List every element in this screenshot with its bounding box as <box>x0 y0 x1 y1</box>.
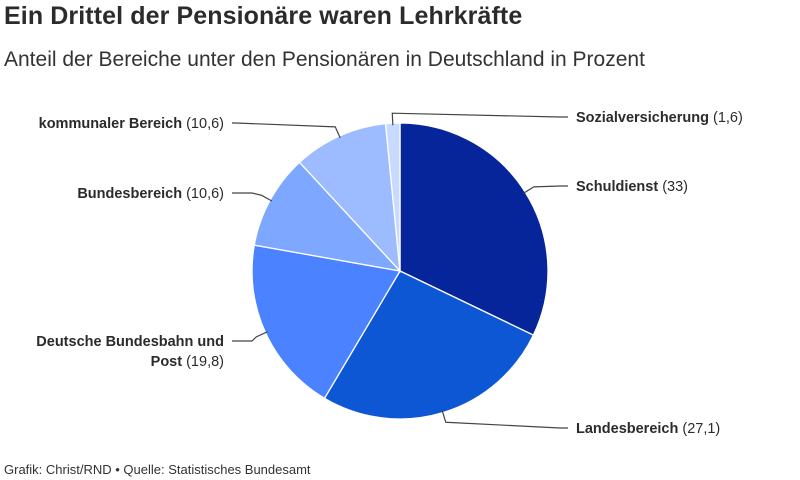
leader-line <box>232 192 273 202</box>
slice-value-label: (10,6) <box>182 186 224 202</box>
slice-label: Sozialversicherung (1,6) <box>576 110 743 126</box>
slice-value-label: (33) <box>658 179 688 195</box>
slice-label: Deutsche Bundesbahn und <box>36 334 224 350</box>
leader-line <box>441 410 568 429</box>
slice-label: Post (19,8) <box>151 354 224 370</box>
slice-label: Schuldienst (33) <box>576 179 688 195</box>
slice-value-label: (19,8) <box>182 354 224 370</box>
slice-label: kommunaler Bereich (10,6) <box>39 116 224 132</box>
slice-value-label: (1,6) <box>709 110 743 126</box>
chart-subtitle: Anteil der Bereiche unter den Pensionäre… <box>4 48 645 71</box>
leader-line <box>391 112 568 126</box>
source-credit: Grafik: Christ/RND • Quelle: Statistisch… <box>4 462 311 477</box>
slice-label: Landesbereich (27,1) <box>576 421 720 437</box>
leader-line <box>232 331 268 342</box>
leader-line <box>232 122 341 139</box>
slice-value-label: (27,1) <box>678 421 720 437</box>
slice-value-label: (10,6) <box>182 116 224 132</box>
leader-line <box>523 185 568 194</box>
slice-label: Bundesbereich (10,6) <box>77 186 224 202</box>
chart-title: Ein Drittel der Pensionäre waren Lehrkrä… <box>4 2 523 30</box>
